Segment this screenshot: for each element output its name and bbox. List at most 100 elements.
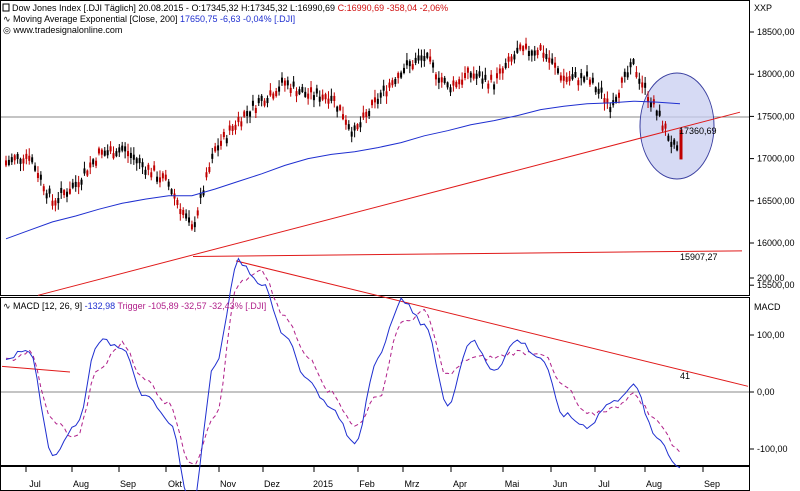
price-candle-body [522, 46, 525, 52]
horizontal-support-line [192, 250, 743, 258]
price-candle-body [411, 64, 414, 70]
price-candle-body [109, 146, 112, 152]
price-candle-body [379, 92, 382, 98]
price-candle-body [266, 98, 269, 104]
price-candle-body [397, 73, 400, 79]
time-axis-frame [0, 466, 750, 491]
price-candle-body [574, 71, 577, 78]
price-candle-body [527, 50, 530, 57]
price-candle-body [208, 167, 211, 173]
price-candle-body [202, 190, 205, 196]
price-candle-body [153, 165, 156, 171]
price-candle-body [461, 79, 464, 85]
price-candle-body [118, 147, 121, 153]
price-tick-label: 16000,00 [757, 238, 795, 248]
time-tick-label: 2015 [313, 479, 333, 489]
price-candle-body [617, 92, 620, 98]
price-candle-body [591, 77, 594, 83]
price-candle-body [97, 148, 100, 154]
price-candle-body [310, 87, 313, 93]
price-candle-body [16, 154, 19, 160]
time-tick-label: Apr [453, 479, 467, 489]
price-candle-body [129, 152, 132, 158]
price-candle-body [219, 140, 222, 146]
price-candle-body [280, 77, 283, 83]
macd-panel-frame [0, 297, 750, 466]
price-candle-body [676, 145, 679, 151]
price-candle-body [615, 96, 618, 102]
price-candle-body [513, 54, 516, 60]
price-candle-body [446, 82, 449, 88]
price-candle-body [487, 83, 490, 89]
price-candle-body [501, 68, 504, 74]
price-candle-body [263, 100, 266, 106]
price-candle-body [525, 43, 528, 49]
price-tick-label: 15500,00 [757, 280, 795, 290]
price-candle-body [484, 74, 487, 80]
price-candle-body [443, 77, 446, 83]
current-price-label: 17360,69 [679, 126, 717, 136]
price-candle-body [138, 158, 141, 164]
price-candle-body [304, 91, 307, 97]
price-candle-body [150, 172, 153, 178]
price-candle-body [196, 210, 199, 216]
price-candle-body [562, 75, 565, 81]
price-candle-body [214, 146, 217, 152]
price-candle-body [45, 193, 48, 199]
macd-tick-label: -100,00 [757, 444, 788, 454]
time-tick-label: Dez [264, 479, 281, 489]
price-candle-body [455, 82, 458, 88]
collapse-icon[interactable] [2, 3, 10, 12]
price-candle-body [417, 55, 420, 61]
price-candle-body [307, 93, 310, 99]
price-candle-body [481, 78, 484, 84]
price-candle-body [22, 158, 25, 164]
price-candle-body [658, 110, 661, 116]
price-candle-body [580, 73, 583, 79]
price-candle-body [158, 177, 161, 183]
price-candle-body [516, 47, 519, 53]
time-tick-label: Nov [220, 479, 237, 489]
header-line2: ∿ Moving Average Exponential [Close, 200… [3, 14, 295, 24]
price-candle-body [164, 174, 167, 180]
price-candle-body [295, 91, 298, 97]
price-candle-body [283, 80, 286, 86]
price-candle-body [36, 172, 39, 179]
price-candle-body [289, 87, 292, 93]
price-candle-body [57, 198, 60, 204]
macd-early-trendline [1, 365, 71, 373]
price-candle-body [272, 93, 275, 99]
price-candle-body [251, 100, 254, 106]
price-candle-body [510, 56, 513, 62]
price-candle-body [234, 124, 237, 130]
price-candle-body [400, 72, 403, 78]
price-candle-body [48, 188, 51, 194]
price-tick-label: 16500,00 [757, 196, 795, 206]
price-candle-body [327, 98, 330, 104]
price-candle-body [356, 124, 359, 130]
price-candle-body [667, 135, 670, 141]
price-candle-body [347, 124, 350, 130]
price-candle-body [115, 151, 118, 157]
price-candle-body [594, 87, 597, 93]
price-header: Dow Jones Index [.DJI Täglich] 20.08.201… [2, 3, 448, 35]
price-candle-body [112, 153, 115, 159]
time-tick-label: Feb [359, 479, 375, 489]
axis-ticks-layer: 18500,00 18000,00 17500,00 17000,00 16500,00… [25, 27, 795, 489]
price-candle-body [405, 60, 408, 66]
price-candle-body [426, 52, 429, 58]
price-candle-body [423, 56, 426, 62]
price-candle-body [498, 68, 501, 74]
price-candle-body [321, 94, 324, 100]
support-trendline [37, 111, 741, 296]
price-candle-body [647, 97, 650, 103]
macd-header-line: ∿ MACD [12, 26, 9] -132,98 Trigger -105,… [3, 301, 266, 311]
price-candle-body [25, 153, 28, 159]
price-candle-body [315, 88, 318, 94]
price-candle-body [493, 84, 496, 90]
price-candle-body [63, 190, 66, 196]
time-tick-label: Jul [29, 479, 41, 489]
price-candle-body [312, 95, 315, 101]
price-candle-body [670, 141, 673, 147]
